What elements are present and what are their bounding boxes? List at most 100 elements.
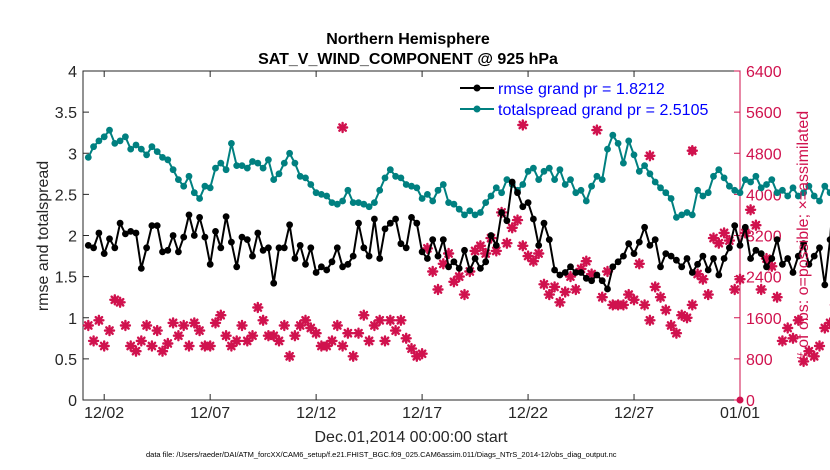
rmse-point	[116, 219, 124, 227]
totalspread-series	[84, 126, 830, 221]
rmse-point	[259, 246, 267, 254]
obs-marker	[570, 283, 582, 296]
rmse-point	[84, 242, 92, 249]
spread-point	[84, 154, 92, 161]
rmse-point	[355, 219, 362, 227]
rmse-point	[424, 255, 431, 262]
obs-marker	[644, 150, 656, 162]
spread-point	[604, 145, 611, 153]
obs-marker	[734, 273, 746, 285]
y2-tick-label: 0	[746, 393, 755, 410]
spread-point	[196, 195, 204, 202]
spread-point	[90, 143, 97, 151]
spread-point	[116, 137, 124, 145]
rmse-point	[349, 252, 357, 260]
rmse-point	[593, 271, 601, 279]
spread-point	[593, 172, 601, 180]
rmse-point	[217, 244, 225, 252]
obs-marker	[803, 345, 815, 357]
obs-marker	[177, 319, 190, 332]
obs-marker	[506, 222, 518, 234]
rmse-point	[551, 266, 558, 274]
spread-point	[492, 184, 500, 192]
spread-point	[519, 181, 527, 188]
obs-marker	[755, 283, 767, 296]
spread-point	[328, 199, 336, 207]
rmse-point	[731, 222, 739, 230]
obs-marker	[342, 327, 354, 339]
spread-point	[498, 189, 505, 197]
spread-point	[794, 192, 802, 200]
obs-marker	[257, 314, 269, 326]
spread-point	[683, 209, 691, 216]
spread-point	[333, 200, 341, 208]
obs-marker	[230, 335, 243, 347]
spread-point	[339, 197, 346, 205]
obs-marker	[617, 299, 630, 311]
obs-marker	[236, 319, 248, 332]
rmse-point	[312, 269, 320, 276]
obs-marker	[527, 255, 540, 267]
rmse-point	[90, 244, 97, 252]
spread-point	[667, 195, 675, 202]
obs-marker	[389, 324, 402, 337]
rmse-point	[561, 269, 569, 276]
y-tick-label: 4	[68, 64, 77, 81]
obs-marker	[564, 270, 577, 283]
obs-marker	[797, 355, 810, 368]
spread-point	[302, 174, 309, 182]
spread-point	[635, 167, 643, 175]
x-tick-label: 12/22	[508, 405, 548, 422]
rmse-point	[530, 215, 537, 223]
spread-point	[312, 189, 320, 197]
rmse-point	[784, 255, 792, 262]
y2-tick-label: 4000	[746, 187, 782, 204]
spread-point	[704, 189, 712, 197]
spread-point	[551, 176, 558, 184]
legend: rmse grand pr = 1.8212 totalspread grand…	[460, 81, 708, 119]
obs-marker	[215, 309, 227, 321]
rmse-point	[95, 229, 103, 237]
obs-marker	[188, 317, 201, 329]
spread-point	[757, 184, 765, 192]
spread-point	[185, 172, 193, 180]
rmse-point	[800, 240, 807, 248]
rmse-point	[763, 263, 770, 271]
obs-marker	[156, 345, 169, 357]
spread-point	[524, 167, 532, 175]
obs-marker	[416, 348, 428, 360]
data-file-footnote: data file: /Users/raeder/DAI/ATM_forcXX/…	[146, 450, 617, 459]
rmse-point	[826, 236, 830, 243]
legend-spread-marker	[473, 105, 481, 113]
spread-point	[768, 176, 776, 184]
rmse-point	[434, 252, 442, 260]
obs-marker	[644, 314, 656, 326]
obs-marker	[660, 304, 672, 316]
spread-point	[662, 189, 670, 197]
rmse-point	[720, 255, 728, 262]
rmse-point	[545, 236, 553, 244]
rmse-point	[535, 242, 543, 249]
rmse-point	[683, 255, 691, 262]
rmse-line	[87, 181, 830, 290]
spread-point	[726, 182, 733, 190]
y-tick-label: 1.5	[55, 270, 77, 287]
rmse-point	[286, 221, 293, 229]
spread-point	[710, 172, 717, 180]
rmse-point	[630, 250, 638, 257]
obs-marker	[776, 335, 789, 347]
obs-marker	[98, 340, 110, 352]
y2-tick-label: 6400	[746, 64, 782, 81]
obs-marker	[146, 340, 158, 352]
rmse-point	[625, 240, 633, 248]
obs-marker	[162, 337, 174, 350]
spread-point	[122, 133, 129, 141]
rmse-point	[736, 242, 744, 249]
obs-marker	[681, 312, 693, 324]
spread-point	[625, 137, 633, 145]
spread-point	[561, 181, 569, 188]
spread-point	[614, 140, 622, 147]
rmse-point	[779, 260, 786, 268]
spread-point	[360, 200, 368, 208]
rmse-point	[487, 232, 495, 239]
